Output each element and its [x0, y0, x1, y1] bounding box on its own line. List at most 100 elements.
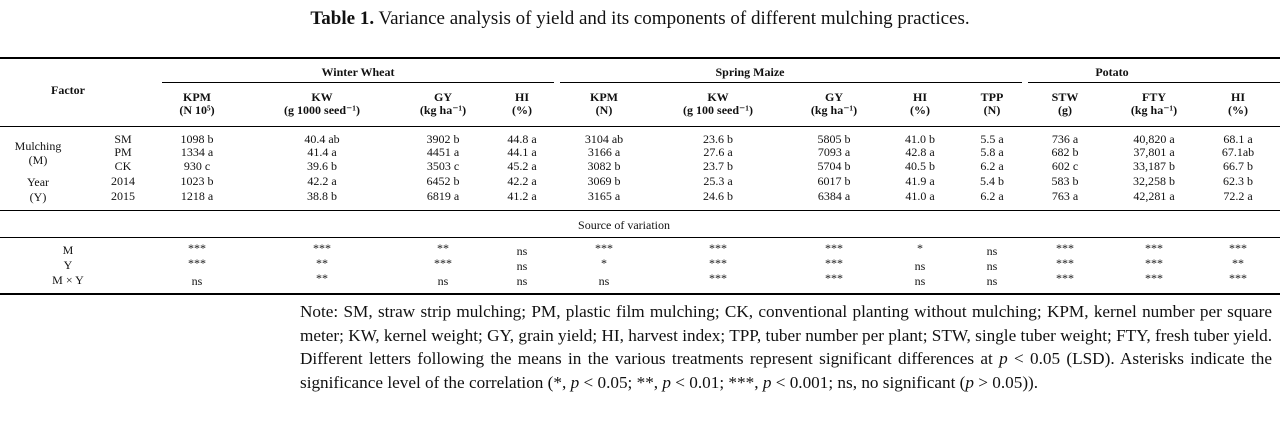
factor-mulching-label: Mulching [14, 139, 62, 153]
sig-cell: *** [1056, 241, 1074, 255]
column-header-2-name: GY [434, 90, 452, 104]
table-cell: 42.8 a [905, 145, 935, 159]
table-cell: 583 b [1051, 174, 1079, 188]
sig-cell: *** [1229, 271, 1247, 285]
table-cell: 41.9 a [905, 174, 935, 188]
sig-row-label: M [62, 243, 74, 257]
table-cell: 6.2 a [980, 189, 1004, 203]
sig-cell: ns [516, 244, 528, 258]
column-header-9-name: STW [1051, 90, 1079, 104]
table-cell: 44.1 a [507, 145, 537, 159]
table-cell: 5.4 b [980, 174, 1004, 188]
table-cell: 41.4 a [307, 145, 337, 159]
body-rule [0, 210, 1280, 211]
sig-cell: ns [914, 259, 926, 273]
table-cell: 602 c [1051, 159, 1079, 173]
table-cell: 3166 a [587, 145, 621, 159]
column-header-3-unit: (%) [512, 103, 532, 117]
column-header-10-name: FTY [1142, 90, 1166, 104]
factor-mulching-abbrev: (M) [28, 153, 48, 167]
table-cell: 3104 ab [584, 132, 624, 146]
row-level-label: 2014 [111, 174, 135, 188]
sig-row-label: Y [63, 258, 73, 272]
column-header-7-unit: (%) [910, 103, 930, 117]
sig-cell: *** [825, 241, 843, 255]
column-header-4-unit: (N) [595, 103, 613, 117]
sig-cell: ns [516, 259, 528, 273]
table-cell: 1218 a [180, 189, 214, 203]
sig-cell: *** [595, 241, 613, 255]
sig-cell: * [601, 256, 607, 270]
table-cell: 23.6 b [703, 132, 733, 146]
column-header-5-name: KW [707, 90, 729, 104]
sig-cell: *** [188, 241, 206, 255]
group-rule-wheat [162, 82, 554, 83]
column-header-1-unit: (g 1000 seed⁻¹) [284, 103, 360, 117]
sig-cell: *** [1145, 256, 1163, 270]
header-rule [0, 126, 1280, 127]
table-cell: 682 b [1051, 145, 1079, 159]
table-cell: 23.7 b [703, 159, 733, 173]
sig-cell: ** [437, 241, 449, 255]
sig-cell: ns [986, 244, 998, 258]
column-header-0-name: KPM [183, 90, 211, 104]
table-cell: 41.2 a [507, 189, 537, 203]
sig-cell: ns [437, 274, 449, 288]
sig-cell: ns [516, 274, 528, 288]
column-header-1-name: KW [311, 90, 333, 104]
table-cell: 72.2 a [1223, 189, 1253, 203]
group-header-potato: Potato [1095, 65, 1129, 79]
sig-cell: *** [1145, 271, 1163, 285]
sig-cell: *** [434, 256, 452, 270]
table-cell: 6384 a [817, 189, 851, 203]
row-level-label: PM [114, 145, 132, 159]
source-rule [0, 237, 1280, 238]
sig-cell: *** [1056, 271, 1074, 285]
table-cell: 6017 b [817, 174, 851, 188]
table-cell: 5704 b [817, 159, 851, 173]
column-header-10-unit: (kg ha⁻¹) [1130, 103, 1178, 117]
table-cell: 41.0 a [905, 189, 935, 203]
table-note: Note: SM, straw strip mulching; PM, plas… [300, 302, 1272, 392]
table-cell: 68.1 a [1223, 132, 1253, 146]
table-cell: 25.3 a [703, 174, 733, 188]
table-cell: 40.4 ab [304, 132, 340, 146]
column-header-6-name: GY [825, 90, 843, 104]
sig-cell: ** [316, 256, 328, 270]
factor-header: Factor [51, 83, 85, 97]
row-level-label: CK [114, 159, 132, 173]
column-header-4-name: KPM [590, 90, 618, 104]
table-cell: 32,258 b [1133, 174, 1175, 188]
sig-cell: * [917, 241, 923, 255]
table-caption: Table 1. Variance analysis of yield and … [0, 8, 1280, 30]
column-header-9-unit: (g) [1058, 103, 1072, 117]
sig-cell: *** [709, 271, 727, 285]
group-header-wheat: Winter Wheat [321, 65, 395, 79]
sig-cell: *** [1229, 241, 1247, 255]
table-cell: 5.5 a [980, 132, 1004, 146]
table-cell: 6452 b [426, 174, 460, 188]
sig-cell: ns [986, 259, 998, 273]
table-cell: 45.2 a [507, 159, 537, 173]
column-header-8-unit: (N) [983, 103, 1001, 117]
column-header-2-unit: (kg ha⁻¹) [419, 103, 467, 117]
sig-cell: *** [1145, 241, 1163, 255]
group-header-maize: Spring Maize [715, 65, 785, 79]
table-cell: 763 a [1051, 189, 1079, 203]
factor-year-label: Year [26, 175, 50, 189]
row-level-label: SM [114, 132, 132, 146]
column-header-3-name: HI [514, 90, 530, 104]
sig-cell: ** [316, 271, 328, 285]
column-header-8-name: TPP [980, 90, 1004, 104]
sig-cell: ns [986, 274, 998, 288]
sig-row-label: M × Y [52, 273, 84, 287]
table-cell: 27.6 a [703, 145, 733, 159]
table-cell: 67.1ab [1221, 145, 1255, 159]
table-cell: 6.2 a [980, 159, 1004, 173]
sig-cell: ns [598, 274, 610, 288]
table-cell: 66.7 b [1223, 159, 1253, 173]
column-header-11-name: HI [1230, 90, 1246, 104]
table-cell: 44.8 a [507, 132, 537, 146]
sig-cell: *** [1056, 256, 1074, 270]
table-cell: 42.2 a [507, 174, 537, 188]
